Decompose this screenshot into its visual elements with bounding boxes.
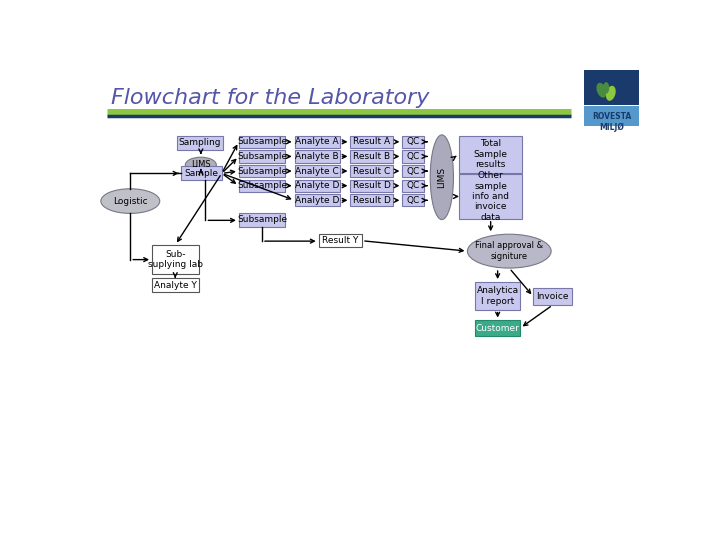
FancyBboxPatch shape bbox=[584, 106, 639, 126]
Ellipse shape bbox=[603, 82, 609, 93]
Ellipse shape bbox=[431, 135, 454, 220]
FancyBboxPatch shape bbox=[239, 150, 285, 163]
FancyBboxPatch shape bbox=[351, 179, 393, 192]
FancyBboxPatch shape bbox=[351, 194, 393, 206]
Text: ROVESTA
MILJØ: ROVESTA MILJØ bbox=[592, 112, 631, 132]
Text: Total
Sample
results: Total Sample results bbox=[474, 139, 508, 169]
FancyBboxPatch shape bbox=[459, 136, 523, 173]
Ellipse shape bbox=[606, 86, 616, 101]
Text: QC: QC bbox=[407, 137, 420, 146]
Ellipse shape bbox=[596, 83, 607, 98]
Text: Analyte A: Analyte A bbox=[295, 137, 339, 146]
Text: LIMS: LIMS bbox=[191, 160, 211, 170]
Ellipse shape bbox=[101, 189, 160, 213]
FancyBboxPatch shape bbox=[475, 320, 520, 336]
Text: Result D: Result D bbox=[353, 181, 391, 190]
FancyBboxPatch shape bbox=[181, 166, 222, 180]
Text: Sub-
suplying lab: Sub- suplying lab bbox=[148, 250, 203, 269]
FancyBboxPatch shape bbox=[294, 179, 340, 192]
FancyBboxPatch shape bbox=[152, 278, 199, 292]
Text: Subsample: Subsample bbox=[237, 215, 287, 225]
FancyBboxPatch shape bbox=[319, 234, 362, 247]
FancyBboxPatch shape bbox=[584, 70, 639, 105]
FancyBboxPatch shape bbox=[402, 150, 424, 163]
Text: Analyte B: Analyte B bbox=[295, 152, 339, 161]
Text: Other
sample
info and
invoice
data: Other sample info and invoice data bbox=[472, 171, 509, 222]
FancyBboxPatch shape bbox=[294, 150, 340, 163]
FancyBboxPatch shape bbox=[534, 288, 572, 305]
FancyBboxPatch shape bbox=[294, 136, 340, 148]
FancyBboxPatch shape bbox=[239, 179, 285, 192]
Text: Sample: Sample bbox=[184, 169, 219, 178]
FancyBboxPatch shape bbox=[351, 165, 393, 177]
FancyBboxPatch shape bbox=[402, 179, 424, 192]
FancyBboxPatch shape bbox=[177, 136, 223, 150]
Text: QC: QC bbox=[407, 181, 420, 190]
FancyBboxPatch shape bbox=[152, 245, 199, 274]
Text: Sampling: Sampling bbox=[179, 138, 221, 147]
FancyBboxPatch shape bbox=[239, 165, 285, 177]
Text: Subsample: Subsample bbox=[237, 181, 287, 190]
Text: Result D: Result D bbox=[353, 196, 391, 205]
Text: Result A: Result A bbox=[353, 137, 390, 146]
Text: Flowchart for the Laboratory: Flowchart for the Laboratory bbox=[111, 88, 429, 108]
Ellipse shape bbox=[185, 157, 216, 173]
FancyBboxPatch shape bbox=[351, 136, 393, 148]
FancyBboxPatch shape bbox=[402, 165, 424, 177]
FancyBboxPatch shape bbox=[294, 165, 340, 177]
Text: QC: QC bbox=[407, 196, 420, 205]
Text: Customer: Customer bbox=[476, 323, 520, 333]
Text: QC: QC bbox=[407, 166, 420, 176]
Text: Analyte C: Analyte C bbox=[295, 166, 339, 176]
Text: LIMS: LIMS bbox=[437, 167, 446, 188]
FancyBboxPatch shape bbox=[239, 136, 285, 148]
Text: Result C: Result C bbox=[353, 166, 390, 176]
Text: Subsample: Subsample bbox=[237, 137, 287, 146]
FancyBboxPatch shape bbox=[402, 136, 424, 148]
Text: Analyte D: Analyte D bbox=[295, 196, 339, 205]
Text: QC: QC bbox=[407, 152, 420, 161]
FancyBboxPatch shape bbox=[475, 282, 520, 309]
Text: Subsample: Subsample bbox=[237, 166, 287, 176]
Text: Invoice: Invoice bbox=[536, 292, 569, 301]
Text: Analyte Y: Analyte Y bbox=[154, 280, 197, 289]
FancyBboxPatch shape bbox=[402, 194, 424, 206]
Text: Result Y: Result Y bbox=[322, 236, 359, 245]
FancyBboxPatch shape bbox=[459, 174, 523, 219]
Text: Final approval &
signiture: Final approval & signiture bbox=[475, 241, 544, 261]
Text: Result B: Result B bbox=[353, 152, 390, 161]
Text: Logistic: Logistic bbox=[113, 197, 148, 206]
Ellipse shape bbox=[467, 234, 551, 268]
Text: Analytica
l report: Analytica l report bbox=[477, 286, 518, 306]
Text: Subsample: Subsample bbox=[237, 152, 287, 161]
FancyBboxPatch shape bbox=[239, 213, 285, 226]
Text: Analyte D: Analyte D bbox=[295, 181, 339, 190]
FancyBboxPatch shape bbox=[351, 150, 393, 163]
FancyBboxPatch shape bbox=[294, 194, 340, 206]
